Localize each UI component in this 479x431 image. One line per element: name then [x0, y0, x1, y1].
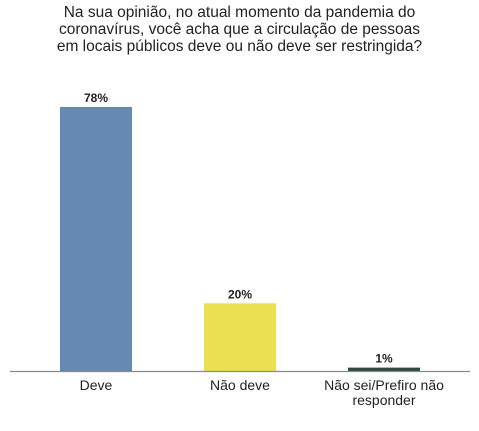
x-tick-label: Não deve [210, 377, 270, 393]
chart-title-line: coronavírus, você acha que a circulação … [58, 21, 421, 38]
bar [60, 107, 132, 371]
chart-title-line: em locais públicos deve ou não deve ser … [56, 38, 423, 55]
chart-title-line: Na sua opinião, no atual momento da pand… [63, 4, 416, 21]
data-label: 78% [84, 91, 108, 105]
data-label: 20% [228, 287, 252, 301]
bar [348, 367, 420, 371]
bar [204, 303, 276, 371]
x-tick-label: Deve [80, 377, 113, 393]
x-tick-label: responder [352, 392, 415, 408]
x-tick-label: Não sei/Prefiro não [324, 377, 444, 393]
chart-title: Na sua opinião, no atual momento da pand… [0, 4, 479, 55]
data-label: 1% [375, 352, 393, 366]
